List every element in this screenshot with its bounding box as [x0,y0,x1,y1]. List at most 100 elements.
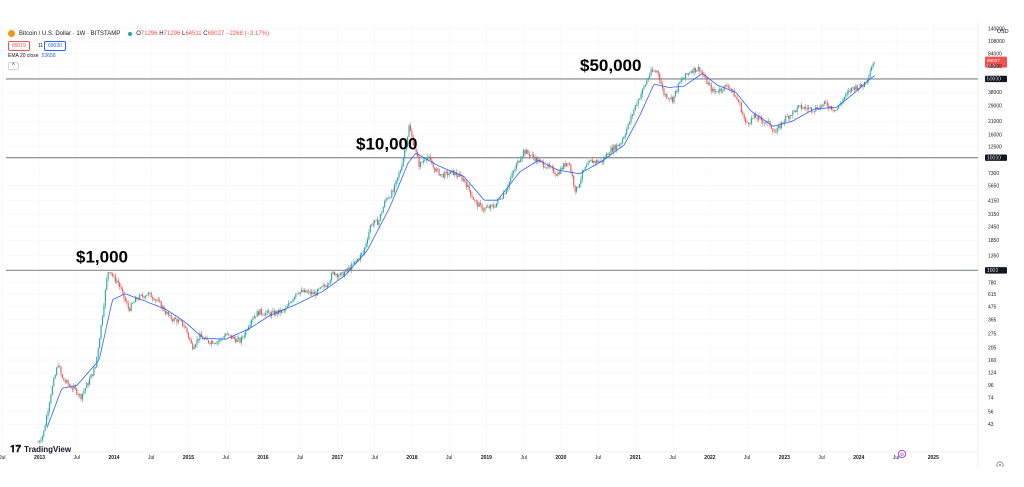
candle-body [312,291,314,295]
candle-body [660,80,662,85]
candle-body [154,299,157,301]
candle-body [762,120,764,123]
candle-body [527,150,529,154]
settings-gear[interactable] [996,461,1004,467]
time-axis[interactable]: Jul 2013 Jul 2014 Jul 2015 Jul 2016 Jul 2017 Jul 20… [0,451,978,461]
candle-body [513,170,515,174]
candle-body [755,114,757,118]
candle-body [207,340,210,343]
candle-body [239,337,241,343]
candle-body [713,88,715,92]
candle-body [392,190,394,192]
candle-body [41,436,43,441]
candle-body [535,157,538,162]
price-tick-label: 74 [988,396,994,402]
candle-body [525,150,528,154]
candle-body [308,291,310,292]
candle-body [667,98,669,99]
candle-body [83,391,85,394]
plot-area[interactable] [6,61,978,444]
candle-body [773,131,775,133]
time-tick-label: 2025 [928,455,939,461]
candle-body [270,312,273,317]
sell-price-button[interactable]: 69019 [8,41,30,51]
time-tick-label: Jul [297,455,303,461]
candle-body [481,204,483,211]
candle-body [789,115,791,119]
candle-body [647,78,649,81]
candle-body [405,146,407,151]
candle-body [608,153,611,155]
candle-body [189,337,191,340]
price-tick-label: 10000 [988,155,1002,161]
collapse-legend-button[interactable]: ^ [8,62,19,70]
candle-body [732,89,734,91]
buy-price-button[interactable]: 69030 [44,41,66,51]
candle-body [439,174,442,176]
candle-body [578,183,581,188]
candle-body [690,71,692,73]
candle-body [586,165,588,168]
candle-body [167,311,169,316]
price-tick-label: 615 [988,292,997,298]
candle-body [169,315,171,316]
candle-body [568,163,570,165]
candle-body [243,335,245,338]
market-open-icon [128,31,133,36]
candle-body [623,137,625,140]
candle-body [700,71,702,73]
candle-body [68,384,71,387]
candle-body [853,87,856,90]
candle-body [709,83,711,85]
candle-body [640,94,642,99]
candle-body [756,117,758,120]
candle-body [249,324,251,327]
candle-body [256,311,258,317]
candle-body [531,154,533,156]
candle-body [833,109,835,111]
candle-body [553,167,555,174]
candle-body [769,120,771,127]
candle-body [133,301,135,304]
candle-body [740,102,742,113]
candle-body [588,161,591,163]
candle-body [236,338,238,343]
time-tick-label: Jul [74,455,80,461]
candle-body [245,329,247,336]
candle-body [76,388,78,394]
candle-body [617,144,619,146]
price-tick-label: 1850 [988,238,999,244]
candle-body [799,104,801,106]
candle-body [487,206,489,208]
candle-body [639,98,641,100]
symbol-title[interactable]: Bitcoin / U.S. Dollar · 1W · BITSTAMP [19,30,121,37]
candle-body [725,85,727,86]
candle-body [246,329,248,331]
candle-body [306,291,308,293]
candle-body [210,341,212,344]
candle-body [454,172,456,176]
candle-body [600,160,602,162]
candle-body [835,109,837,111]
candle-body [492,205,495,208]
ema-legend[interactable]: EMA 20 close 53658 [8,53,55,59]
candle-body [601,160,603,163]
candle-body [696,70,698,72]
candle-body [44,425,46,431]
chart-frame[interactable]: $1,0001000$10,00010000$50,00050000690272… [0,22,1024,467]
candle-body [143,296,145,298]
candle-body [480,202,482,205]
event-marker-icon[interactable]: ⊘ [900,452,904,458]
candle-body [458,173,460,177]
candle-body [697,67,699,71]
currency-label[interactable]: USD [997,29,1009,35]
candle-body [371,225,373,226]
candle-body [123,291,125,299]
event-marker[interactable]: ⊘ [898,449,907,458]
candle-body [187,332,189,338]
candle-body [651,69,654,72]
candle-body [47,411,49,416]
candle-body [313,292,316,295]
price-axis[interactable]: 140000 108000 84000 65000 50000 38000 29000 210… [977,22,1005,467]
candle-body [808,107,810,110]
